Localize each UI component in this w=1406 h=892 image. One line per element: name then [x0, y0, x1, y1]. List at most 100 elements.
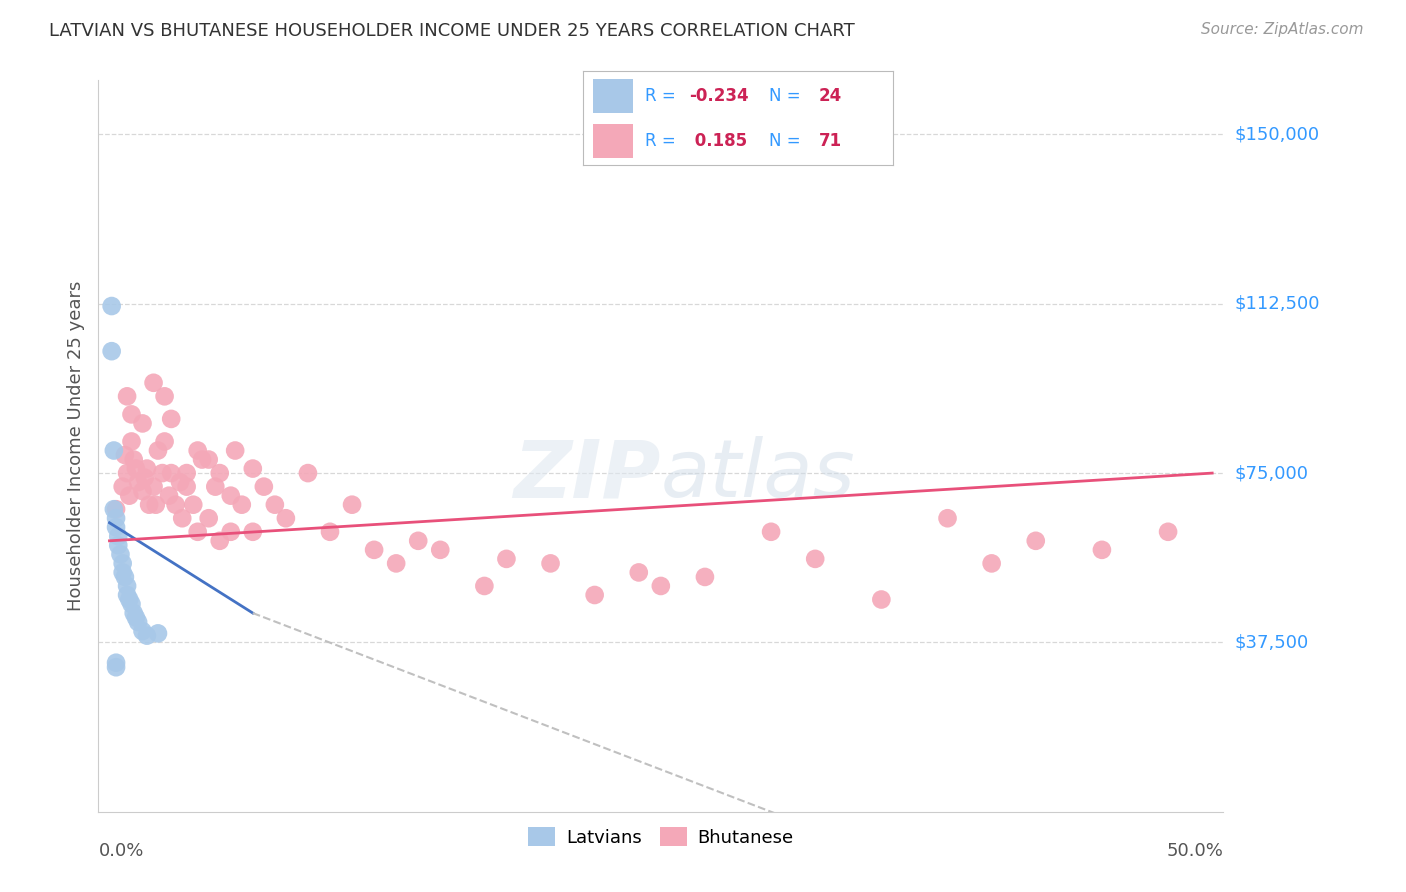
Text: 71: 71	[818, 132, 842, 150]
Point	[121, 408, 143, 422]
Point	[131, 484, 153, 499]
Point	[406, 533, 429, 548]
Text: 50.0%: 50.0%	[1167, 842, 1223, 860]
Text: 0.0%: 0.0%	[98, 842, 143, 860]
Point	[105, 511, 128, 525]
Point	[191, 452, 214, 467]
Text: Source: ZipAtlas.com: Source: ZipAtlas.com	[1201, 22, 1364, 37]
Point	[263, 498, 285, 512]
Point	[127, 615, 149, 629]
Point	[870, 592, 893, 607]
Point	[138, 498, 160, 512]
Y-axis label: Householder Income Under 25 years: Householder Income Under 25 years	[66, 281, 84, 611]
Point	[319, 524, 342, 539]
Point	[105, 656, 128, 670]
Point	[165, 498, 187, 512]
Point	[274, 511, 297, 525]
Point	[197, 452, 219, 467]
Point	[340, 498, 363, 512]
Point	[219, 524, 242, 539]
Point	[153, 389, 176, 403]
Point	[157, 489, 180, 503]
Point	[759, 524, 782, 539]
Point	[100, 344, 122, 359]
Point	[136, 629, 159, 643]
Point	[142, 376, 165, 390]
Point	[125, 610, 148, 624]
Point	[145, 498, 167, 512]
Point	[693, 570, 716, 584]
Point	[150, 466, 173, 480]
Point	[181, 498, 204, 512]
Point	[118, 592, 141, 607]
Text: $37,500: $37,500	[1234, 633, 1309, 651]
Point	[224, 443, 246, 458]
Point	[429, 542, 451, 557]
Point	[118, 489, 141, 503]
Point	[540, 557, 562, 571]
Point	[176, 480, 198, 494]
Point	[187, 524, 209, 539]
Point	[363, 542, 385, 557]
Point	[172, 511, 194, 525]
Point	[583, 588, 606, 602]
Point	[134, 470, 156, 484]
Point	[169, 475, 191, 489]
Point	[474, 579, 496, 593]
Point	[385, 557, 408, 571]
Point	[115, 579, 138, 593]
Point	[146, 626, 169, 640]
Point	[122, 452, 145, 467]
Point	[115, 389, 138, 403]
Point	[208, 533, 231, 548]
Point	[804, 552, 827, 566]
Point	[495, 552, 517, 566]
Point	[114, 570, 136, 584]
Text: LATVIAN VS BHUTANESE HOUSEHOLDER INCOME UNDER 25 YEARS CORRELATION CHART: LATVIAN VS BHUTANESE HOUSEHOLDER INCOME …	[49, 22, 855, 40]
Point	[103, 443, 125, 458]
Point	[127, 475, 149, 489]
Point	[142, 480, 165, 494]
Point	[122, 606, 145, 620]
Point	[197, 511, 219, 525]
Point	[114, 448, 136, 462]
Text: R =: R =	[645, 132, 682, 150]
Point	[115, 588, 138, 602]
Point	[160, 466, 183, 480]
Point	[231, 498, 253, 512]
Point	[1091, 542, 1114, 557]
FancyBboxPatch shape	[593, 124, 633, 158]
Point	[121, 597, 143, 611]
Point	[105, 660, 128, 674]
Point	[111, 566, 134, 580]
Point	[242, 524, 264, 539]
Point	[153, 434, 176, 449]
Point	[115, 466, 138, 480]
Point	[146, 443, 169, 458]
Point	[208, 466, 231, 480]
Text: N =: N =	[769, 87, 806, 104]
Text: $150,000: $150,000	[1234, 126, 1319, 144]
Point	[253, 480, 276, 494]
Text: $112,500: $112,500	[1234, 294, 1320, 313]
Point	[110, 547, 132, 561]
Point	[107, 538, 129, 552]
Text: $75,000: $75,000	[1234, 464, 1309, 482]
Point	[219, 489, 242, 503]
Point	[131, 417, 153, 431]
FancyBboxPatch shape	[593, 78, 633, 112]
Text: atlas: atlas	[661, 436, 856, 515]
Legend: Latvians, Bhutanese: Latvians, Bhutanese	[520, 820, 801, 854]
Point	[107, 529, 129, 543]
Point	[111, 480, 134, 494]
Text: 24: 24	[818, 87, 842, 104]
Point	[627, 566, 650, 580]
Point	[136, 461, 159, 475]
Text: N =: N =	[769, 132, 806, 150]
Point	[105, 502, 128, 516]
Point	[100, 299, 122, 313]
Point	[131, 624, 153, 639]
Text: R =: R =	[645, 87, 682, 104]
Point	[936, 511, 959, 525]
Point	[242, 461, 264, 475]
